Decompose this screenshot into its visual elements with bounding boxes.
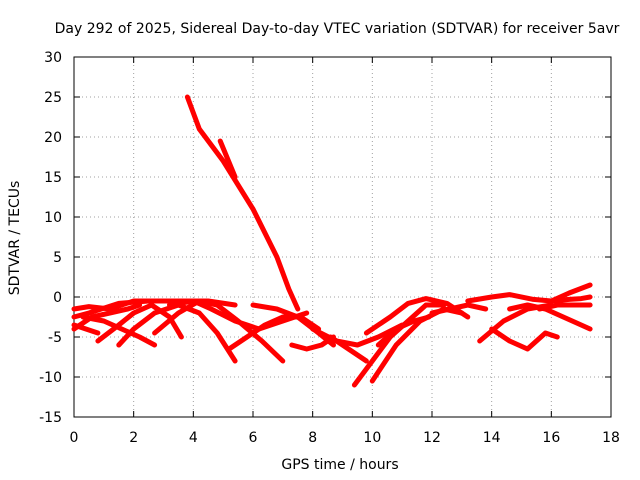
y-tick-label: 0 — [53, 290, 62, 306]
y-axis-label: SDTVAR / TECUs — [7, 181, 23, 296]
series-line-s16 — [328, 334, 369, 364]
y-tick-label: 30 — [44, 50, 62, 66]
series-line-s21 — [429, 302, 489, 316]
grid — [74, 57, 611, 417]
series-line-s1 — [184, 94, 301, 312]
series-line-s27 — [548, 294, 593, 304]
y-tick-label: -15 — [39, 410, 62, 426]
x-axis-label: GPS time / hours — [281, 457, 398, 473]
series-line-s26 — [536, 302, 593, 312]
x-tick-label: 0 — [70, 430, 79, 446]
x-tick-label: 2 — [129, 430, 138, 446]
x-tick-label: 18 — [602, 430, 620, 446]
y-tick-label: 5 — [53, 250, 62, 266]
series-line-s24 — [489, 326, 560, 352]
series-line-s20 — [375, 314, 432, 348]
x-tick-label: 6 — [249, 430, 258, 446]
x-tick-label: 12 — [423, 430, 441, 446]
series-line-s19 — [363, 296, 471, 336]
x-tick-label: 4 — [189, 430, 198, 446]
axis-ticks: 0 2 4 6 8 10 12 14 16 18 -15 -10 -5 0 5 10 15 20 25 30 — [39, 50, 620, 446]
x-tick-label: 8 — [308, 430, 317, 446]
series-line-s14 — [289, 334, 336, 352]
y-tick-label: 20 — [44, 130, 62, 146]
series-line-s25 — [507, 302, 593, 332]
x-tick-label: 14 — [483, 430, 501, 446]
x-tick-label: 10 — [363, 430, 381, 446]
series-line-s10 — [152, 298, 286, 364]
x-tick-label: 16 — [542, 430, 560, 446]
series-line-s6 — [71, 322, 101, 336]
series-line-s4 — [71, 302, 143, 332]
series-line-s11 — [167, 298, 310, 332]
y-tick-label: 10 — [44, 210, 62, 226]
y-tick-label: -10 — [39, 370, 62, 386]
series-line-s22 — [465, 282, 593, 304]
chart-title: Day 292 of 2025, Sidereal Day-to-day VTE… — [55, 21, 620, 37]
series-line-s2 — [217, 138, 238, 180]
series-group — [71, 94, 593, 388]
y-tick-label: 25 — [44, 90, 62, 106]
plot-frame — [73, 56, 612, 418]
y-tick-label: 15 — [44, 170, 62, 186]
series-line-s7 — [80, 314, 158, 348]
y-tick-label: -5 — [48, 330, 62, 346]
